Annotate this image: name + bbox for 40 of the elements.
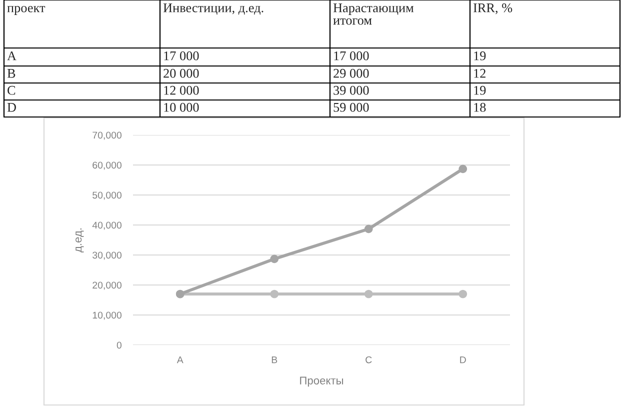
text: 17 000 bbox=[334, 51, 369, 60]
category-label: Нарастающим итогом bbox=[333, 4, 414, 25]
text: 20 000 bbox=[164, 68, 199, 78]
point bbox=[364, 224, 373, 234]
point bbox=[458, 290, 468, 298]
category-label: IRR, % bbox=[473, 3, 512, 14]
text: 17 000 bbox=[164, 51, 199, 60]
text: 39 000 bbox=[334, 86, 369, 95]
y-tick-label: 0 bbox=[116, 342, 122, 349]
x-tick-label: D bbox=[460, 356, 466, 364]
y-tick-label: 70,000 bbox=[92, 132, 122, 140]
y-tick-label: 30,000 bbox=[92, 252, 122, 260]
text: D bbox=[7, 103, 16, 112]
point bbox=[364, 290, 373, 298]
point bbox=[458, 164, 468, 174]
point bbox=[270, 254, 279, 264]
text: 10 000 bbox=[164, 102, 199, 112]
y-tick-label: 50,000 bbox=[92, 192, 122, 200]
text: B bbox=[7, 69, 16, 78]
y-tick-label: 60,000 bbox=[92, 162, 122, 170]
y-tick-label: 20,000 bbox=[92, 282, 122, 290]
text: A bbox=[7, 51, 16, 60]
text: 19 bbox=[474, 86, 486, 95]
text: 59 000 bbox=[334, 102, 369, 112]
y-tick-label: 40,000 bbox=[92, 222, 122, 230]
text: C bbox=[8, 86, 16, 95]
x-tick-label: C bbox=[366, 356, 372, 364]
point bbox=[270, 290, 279, 298]
text: 12 bbox=[474, 68, 486, 78]
x-tick-label: A bbox=[176, 356, 184, 364]
category-label: Инвестиции, д.ед. bbox=[163, 4, 264, 15]
text: 19 bbox=[474, 51, 486, 60]
x-tick-label: B bbox=[272, 356, 278, 364]
y-axis-title: д.ед. bbox=[76, 228, 84, 252]
x-axis-title: Проекты bbox=[300, 376, 344, 387]
text: 12 000 bbox=[164, 86, 199, 95]
text: 18 bbox=[474, 102, 486, 112]
y-tick-label: 10,000 bbox=[92, 312, 122, 320]
category-label: проект bbox=[7, 6, 46, 15]
text: 29 000 bbox=[334, 68, 369, 78]
